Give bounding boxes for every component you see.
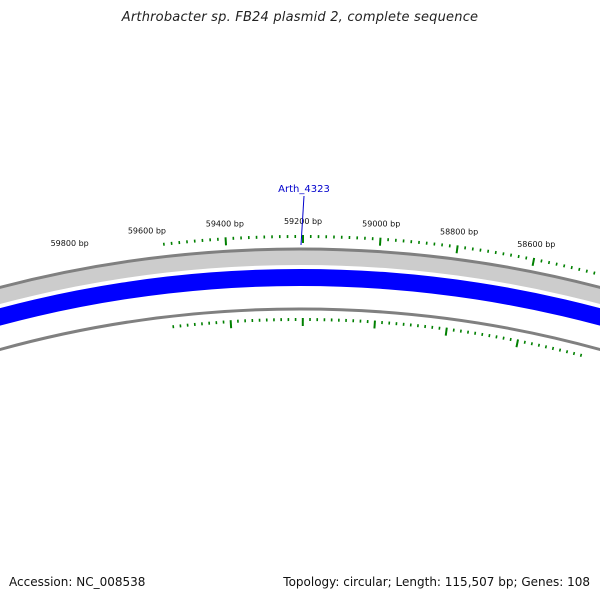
sequence-summary: Topology: circular; Length: 115,507 bp; … [283,575,590,589]
minor-tick [585,269,588,273]
minor-tick [563,264,566,268]
gene-feature-arth-4323[interactable] [0,269,600,495]
minor-tick [551,346,555,351]
minor-tick [517,254,520,259]
minor-tick [502,252,505,256]
minor-tick [523,340,526,344]
minor-tick [537,343,541,347]
minor-tick [525,256,528,260]
inner-tick-row [172,318,583,357]
ruler-labels: 59800 bp 59600 bp 59400 bp 59200 bp 59000 bp… [51,217,556,249]
minor-tick [509,337,512,342]
major-tick [378,237,382,246]
outer-tick-row [162,235,596,275]
backbone-outer-line [0,247,600,289]
minor-tick [509,253,513,257]
minor-tick [555,262,558,266]
minor-tick [530,342,533,346]
backbone-inner-line [0,307,600,352]
major-tick [373,320,376,329]
ruler-label: 59800 bp [51,239,89,248]
gene-label-leader [300,195,305,246]
backbone-fill [0,249,600,305]
ruler-label: 59400 bp [206,219,244,228]
minor-tick [572,351,576,356]
minor-tick [488,334,491,338]
minor-tick [502,336,505,340]
gene-track [0,269,600,495]
ruler-label: 59000 bp [362,220,400,229]
minor-tick [547,260,551,265]
minor-tick [578,267,581,271]
ruler-label: 58800 bp [440,227,478,236]
ruler-label: 58600 bp [517,240,555,249]
major-tick [444,327,448,336]
gene-label-arth-4323[interactable]: Arth_4323 [278,184,330,195]
minor-tick [565,350,569,354]
minor-tick [570,265,573,270]
gene-labels: Arth_4323 [278,184,330,246]
major-tick [455,245,459,254]
minor-tick [593,271,596,275]
sequence-backbone [0,247,600,352]
ruler-label: 59200 bp [284,217,322,226]
accession-text: Accession: NC_008538 [9,575,146,589]
minor-tick [544,345,548,349]
ruler-label: 59600 bp [128,227,166,236]
minor-tick [579,353,583,357]
minor-tick [540,259,543,263]
minor-tick [495,335,498,339]
minor-tick [558,348,562,352]
major-tick [531,257,536,267]
map-title: Arthrobacter sp. FB24 plasmid 2, complet… [121,10,479,25]
major-tick [515,339,520,348]
